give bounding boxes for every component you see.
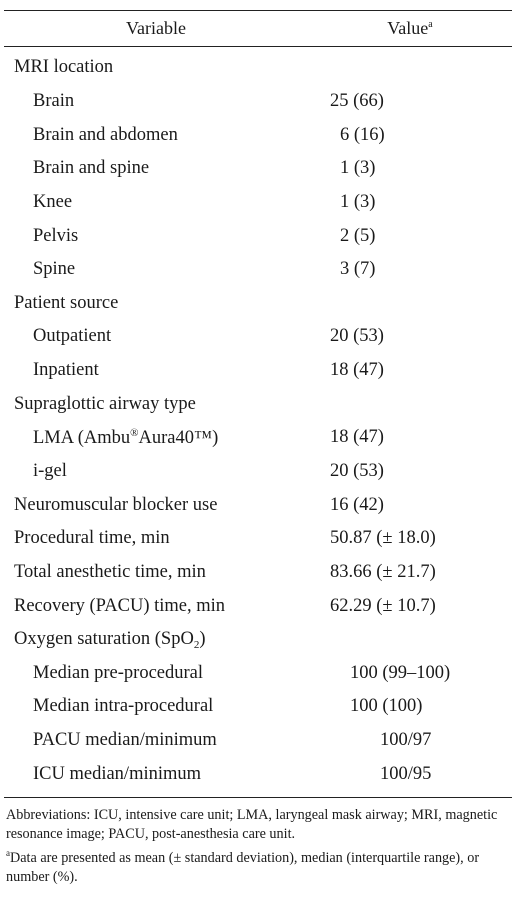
table-row-pre-procedural: Median pre-procedural 100 (99–100)	[4, 657, 512, 691]
table-row-inpatient: Inpatient 18 (47)	[4, 354, 512, 388]
table-row-airway-type: Supraglottic airway type	[4, 387, 512, 421]
table-row-procedural-time: Procedural time, min 50.87 (± 18.0)	[4, 522, 512, 556]
row-label: Procedural time, min	[14, 528, 170, 549]
row-label: Recovery (PACU) time, min	[14, 595, 226, 616]
table-row-mri-location: MRI location	[4, 51, 512, 85]
row-value: 100 (99–100)	[350, 662, 451, 683]
row-label: Pelvis	[33, 225, 79, 246]
table-row-oxygen-saturation: Oxygen saturation (SpO2)	[4, 623, 512, 657]
table-row-i-gel: i-gel 20 (53)	[4, 455, 512, 489]
header-value-cell: Valuea	[308, 18, 512, 39]
row-label: Patient source	[14, 292, 119, 313]
row-value: 62.29 (± 10.7)	[330, 595, 436, 616]
row-label: i-gel	[33, 461, 67, 481]
row-value: 20 (53)	[330, 326, 384, 347]
row-value: 1 (3)	[340, 191, 376, 212]
row-label: Knee	[33, 191, 73, 212]
row-label: Spine	[33, 259, 76, 280]
row-value: 6 (16)	[340, 124, 385, 145]
row-value: 3 (7)	[340, 259, 376, 280]
table-footnotes: Abbreviations: ICU, intensive care unit;…	[4, 798, 512, 887]
table-row-icu-median: ICU median/minimum 100/95	[4, 757, 512, 791]
row-value: 20 (53)	[330, 461, 384, 481]
row-label: PACU median/minimum	[33, 730, 217, 751]
data-note-text: Data are presented as mean (± standard d…	[6, 850, 480, 886]
row-label: Brain and spine	[33, 158, 150, 179]
table-row-lma: LMA (Ambu®Aura40™) 18 (47)	[4, 421, 512, 455]
row-value: 83.66 (± 21.7)	[330, 561, 436, 582]
row-value: 25 (66)	[330, 90, 384, 111]
row-label: Brain	[33, 90, 75, 111]
registered-mark: ®	[130, 426, 139, 439]
spo2-label-pre: Oxygen saturation (SpO	[14, 628, 194, 649]
data-table: Variable Valuea MRI location Brain 25 (6…	[4, 10, 512, 887]
row-value: 50.87 (± 18.0)	[330, 528, 436, 549]
table-row-total-anesthetic-time: Total anesthetic time, min 83.66 (± 21.7…	[4, 556, 512, 590]
table-row-recovery-time: Recovery (PACU) time, min 62.29 (± 10.7)	[4, 589, 512, 623]
abbreviations-note: Abbreviations: ICU, intensive care unit;…	[6, 807, 498, 843]
row-label-spo2: Oxygen saturation (SpO2)	[4, 629, 308, 651]
row-value: 16 (42)	[330, 494, 384, 515]
row-label: MRI location	[14, 57, 114, 78]
row-value: 18 (47)	[330, 360, 384, 381]
table-header: Variable Valuea	[4, 11, 512, 46]
row-label: Median pre-procedural	[33, 662, 204, 683]
table-row-knee: Knee 1 (3)	[4, 186, 512, 220]
row-value: 100/97	[380, 730, 432, 751]
table-row-intra-procedural: Median intra-procedural 100 (100)	[4, 690, 512, 724]
spo2-subscript: 2	[193, 638, 200, 651]
header-value-mark: a	[428, 19, 433, 30]
row-value: 1 (3)	[340, 158, 376, 179]
bottom-rule	[4, 797, 512, 799]
table-row-pacu-median: PACU median/minimum 100/97	[4, 724, 512, 758]
row-label: Brain and abdomen	[33, 124, 178, 145]
table-body: MRI location Brain 25 (66) Brain and abd…	[4, 47, 512, 797]
row-value: 100/95	[380, 763, 432, 784]
row-label-lma: LMA (Ambu®Aura40™)	[4, 427, 308, 449]
row-label: ICU median/minimum	[33, 763, 202, 784]
spo2-label-post: )	[199, 628, 206, 649]
table-row-spine: Spine 3 (7)	[4, 253, 512, 287]
header-rule	[4, 46, 512, 47]
row-label: Inpatient	[33, 360, 99, 381]
table-row-brain-abdomen: Brain and abdomen 6 (16)	[4, 118, 512, 152]
table-row-neuromuscular: Neuromuscular blocker use 16 (42)	[4, 488, 512, 522]
row-label: Supraglottic airway type	[14, 393, 196, 414]
row-label: Total anesthetic time, min	[14, 561, 206, 582]
row-value: 100 (100)	[350, 696, 423, 717]
data-note-mark: a	[6, 848, 10, 859]
top-rule	[4, 10, 512, 11]
lma-label-post: Aura40™)	[138, 427, 219, 448]
row-label: Neuromuscular blocker use	[14, 494, 218, 515]
row-value: 18 (47)	[330, 427, 384, 448]
header-value: Value	[387, 18, 429, 38]
row-value: 2 (5)	[340, 225, 376, 246]
header-variable: Variable	[126, 18, 186, 38]
table-row-outpatient: Outpatient 20 (53)	[4, 320, 512, 354]
data-presentation-note: aData are presented as mean (± standard …	[6, 844, 506, 887]
lma-label-pre: LMA (Ambu	[33, 427, 131, 448]
table-row-brain-spine: Brain and spine 1 (3)	[4, 152, 512, 186]
row-label: Outpatient	[33, 326, 112, 347]
table-row-pelvis: Pelvis 2 (5)	[4, 219, 512, 253]
row-label: Median intra-procedural	[33, 696, 214, 717]
table-row-patient-source: Patient source	[4, 286, 512, 320]
table-row-brain: Brain 25 (66)	[4, 85, 512, 119]
